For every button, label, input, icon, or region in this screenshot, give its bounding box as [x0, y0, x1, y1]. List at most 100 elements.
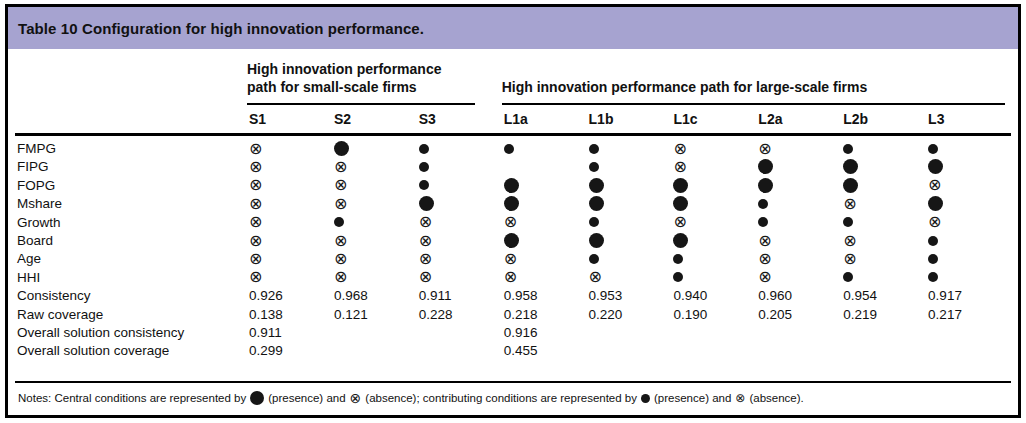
symbol-cell: ⊗ [587, 268, 672, 286]
absence-icon: ⊗ [758, 141, 771, 157]
absence-icon: ⊗ [334, 269, 347, 285]
symbol-cell: ⊗ [332, 158, 417, 176]
absence-icon: ⊗ [758, 269, 771, 285]
notes-text: (presence) and [654, 392, 731, 404]
central-presence-icon [928, 159, 943, 174]
symbol-cell: ⊗ [841, 231, 926, 249]
central-presence-icon [504, 196, 519, 211]
symbol-cell [841, 268, 926, 286]
table-row: FOPG⊗⊗⊗ [15, 176, 1011, 194]
table-row: FIPG⊗⊗⊗ [15, 158, 1011, 176]
column-header-s2: S2 [332, 105, 417, 133]
absence-icon: ⊗ [334, 159, 347, 175]
column-header-s1: S1 [247, 105, 332, 133]
symbol-cell: ⊗ [247, 268, 332, 286]
central-presence-icon [504, 233, 519, 248]
column-header-l1a: L1a [502, 105, 587, 133]
empty-cell [671, 342, 756, 360]
absence-icon: ⊗ [419, 251, 432, 267]
symbol-cell: ⊗ [756, 250, 841, 268]
column-header-row: S1S2S3L1aL1bL1cL2aL2bL3 [15, 105, 1011, 136]
absence-icon: ⊗ [504, 269, 517, 285]
contributing-presence-icon [843, 217, 853, 227]
central-absence-icon: ⊗ [350, 391, 362, 405]
contributing-presence-icon [928, 254, 938, 264]
symbol-cell: ⊗ [926, 176, 1011, 194]
symbol-cell [587, 195, 672, 213]
row-label: Overall solution consistency [15, 323, 247, 341]
group-header-small-scale: High innovation performance path for sma… [247, 60, 475, 105]
empty-cell [417, 342, 502, 360]
symbol-cell: ⊗ [756, 139, 841, 157]
symbol-cell [587, 139, 672, 157]
table-row: Raw coverage0.1380.1210.2280.2180.2200.1… [15, 305, 1011, 323]
symbol-cell: ⊗ [417, 213, 502, 231]
symbol-cell: ⊗ [247, 250, 332, 268]
value-cell: 0.218 [502, 305, 587, 323]
value-cell: 0.190 [671, 305, 756, 323]
table-row: Board⊗⊗⊗⊗⊗ [15, 231, 1011, 249]
contributing-presence-icon [419, 144, 429, 154]
table-frame: Table 10 Configuration for high innovati… [5, 4, 1021, 418]
symbol-cell [926, 268, 1011, 286]
absence-icon: ⊗ [419, 214, 432, 230]
table-row: FMPG⊗⊗⊗ [15, 139, 1011, 157]
contributing-presence-icon [928, 144, 938, 154]
symbol-cell: ⊗ [671, 139, 756, 157]
contributing-presence-icon [758, 217, 768, 227]
absence-icon: ⊗ [419, 233, 432, 249]
symbol-cell [587, 213, 672, 231]
central-presence-icon [843, 159, 858, 174]
empty-cell [926, 323, 1011, 341]
absence-icon: ⊗ [928, 214, 941, 230]
row-label: Raw coverage [15, 305, 247, 323]
symbol-cell [587, 176, 672, 194]
symbol-cell [417, 176, 502, 194]
contributing-presence-icon [758, 199, 768, 209]
absence-icon: ⊗ [758, 251, 771, 267]
absence-icon: ⊗ [249, 251, 262, 267]
table-body: FMPG⊗⊗⊗FIPG⊗⊗⊗FOPG⊗⊗⊗Mshare⊗⊗⊗Growth⊗⊗⊗⊗… [15, 139, 1011, 360]
symbol-cell: ⊗ [247, 231, 332, 249]
symbol-cell: ⊗ [841, 195, 926, 213]
contributing-presence-icon [673, 254, 683, 264]
symbol-cell [502, 231, 587, 249]
symbol-cell: ⊗ [332, 231, 417, 249]
value-cell: 0.217 [926, 305, 1011, 323]
contributing-presence-icon [589, 254, 599, 264]
row-label: Board [15, 231, 247, 249]
central-presence-icon [419, 196, 434, 211]
table-row: Overall solution consistency0.9110.916 [15, 323, 1011, 341]
symbol-cell: ⊗ [417, 250, 502, 268]
column-header-l2a: L2a [756, 105, 841, 133]
central-presence-icon [589, 196, 604, 211]
empty-cell [841, 342, 926, 360]
symbol-cell [332, 213, 417, 231]
symbol-cell [926, 158, 1011, 176]
contributing-presence-icon [589, 162, 599, 172]
contributing-presence-icon [843, 272, 853, 282]
symbol-cell: ⊗ [502, 213, 587, 231]
symbol-cell: ⊗ [417, 268, 502, 286]
absence-icon: ⊗ [334, 196, 347, 212]
notes-text: (absence). [749, 392, 803, 404]
symbol-cell [671, 250, 756, 268]
value-cell: 0.926 [247, 287, 332, 305]
contributing-absence-icon: ⊗ [735, 392, 745, 404]
table-row: Growth⊗⊗⊗⊗⊗ [15, 213, 1011, 231]
row-label: FMPG [15, 139, 247, 157]
column-header-l1c: L1c [671, 105, 756, 133]
table-row: Consistency0.9260.9680.9110.9580.9530.94… [15, 287, 1011, 305]
central-presence-icon [843, 178, 858, 193]
value-cell: 0.960 [756, 287, 841, 305]
empty-cell [502, 158, 587, 176]
symbol-cell [841, 139, 926, 157]
value-cell: 0.954 [841, 287, 926, 305]
value-cell: 0.299 [247, 342, 332, 360]
absence-icon: ⊗ [249, 233, 262, 249]
contributing-presence-icon [419, 180, 429, 190]
symbol-cell [841, 176, 926, 194]
value-cell: 0.228 [417, 305, 502, 323]
symbol-cell: ⊗ [926, 213, 1011, 231]
empty-cell [756, 342, 841, 360]
